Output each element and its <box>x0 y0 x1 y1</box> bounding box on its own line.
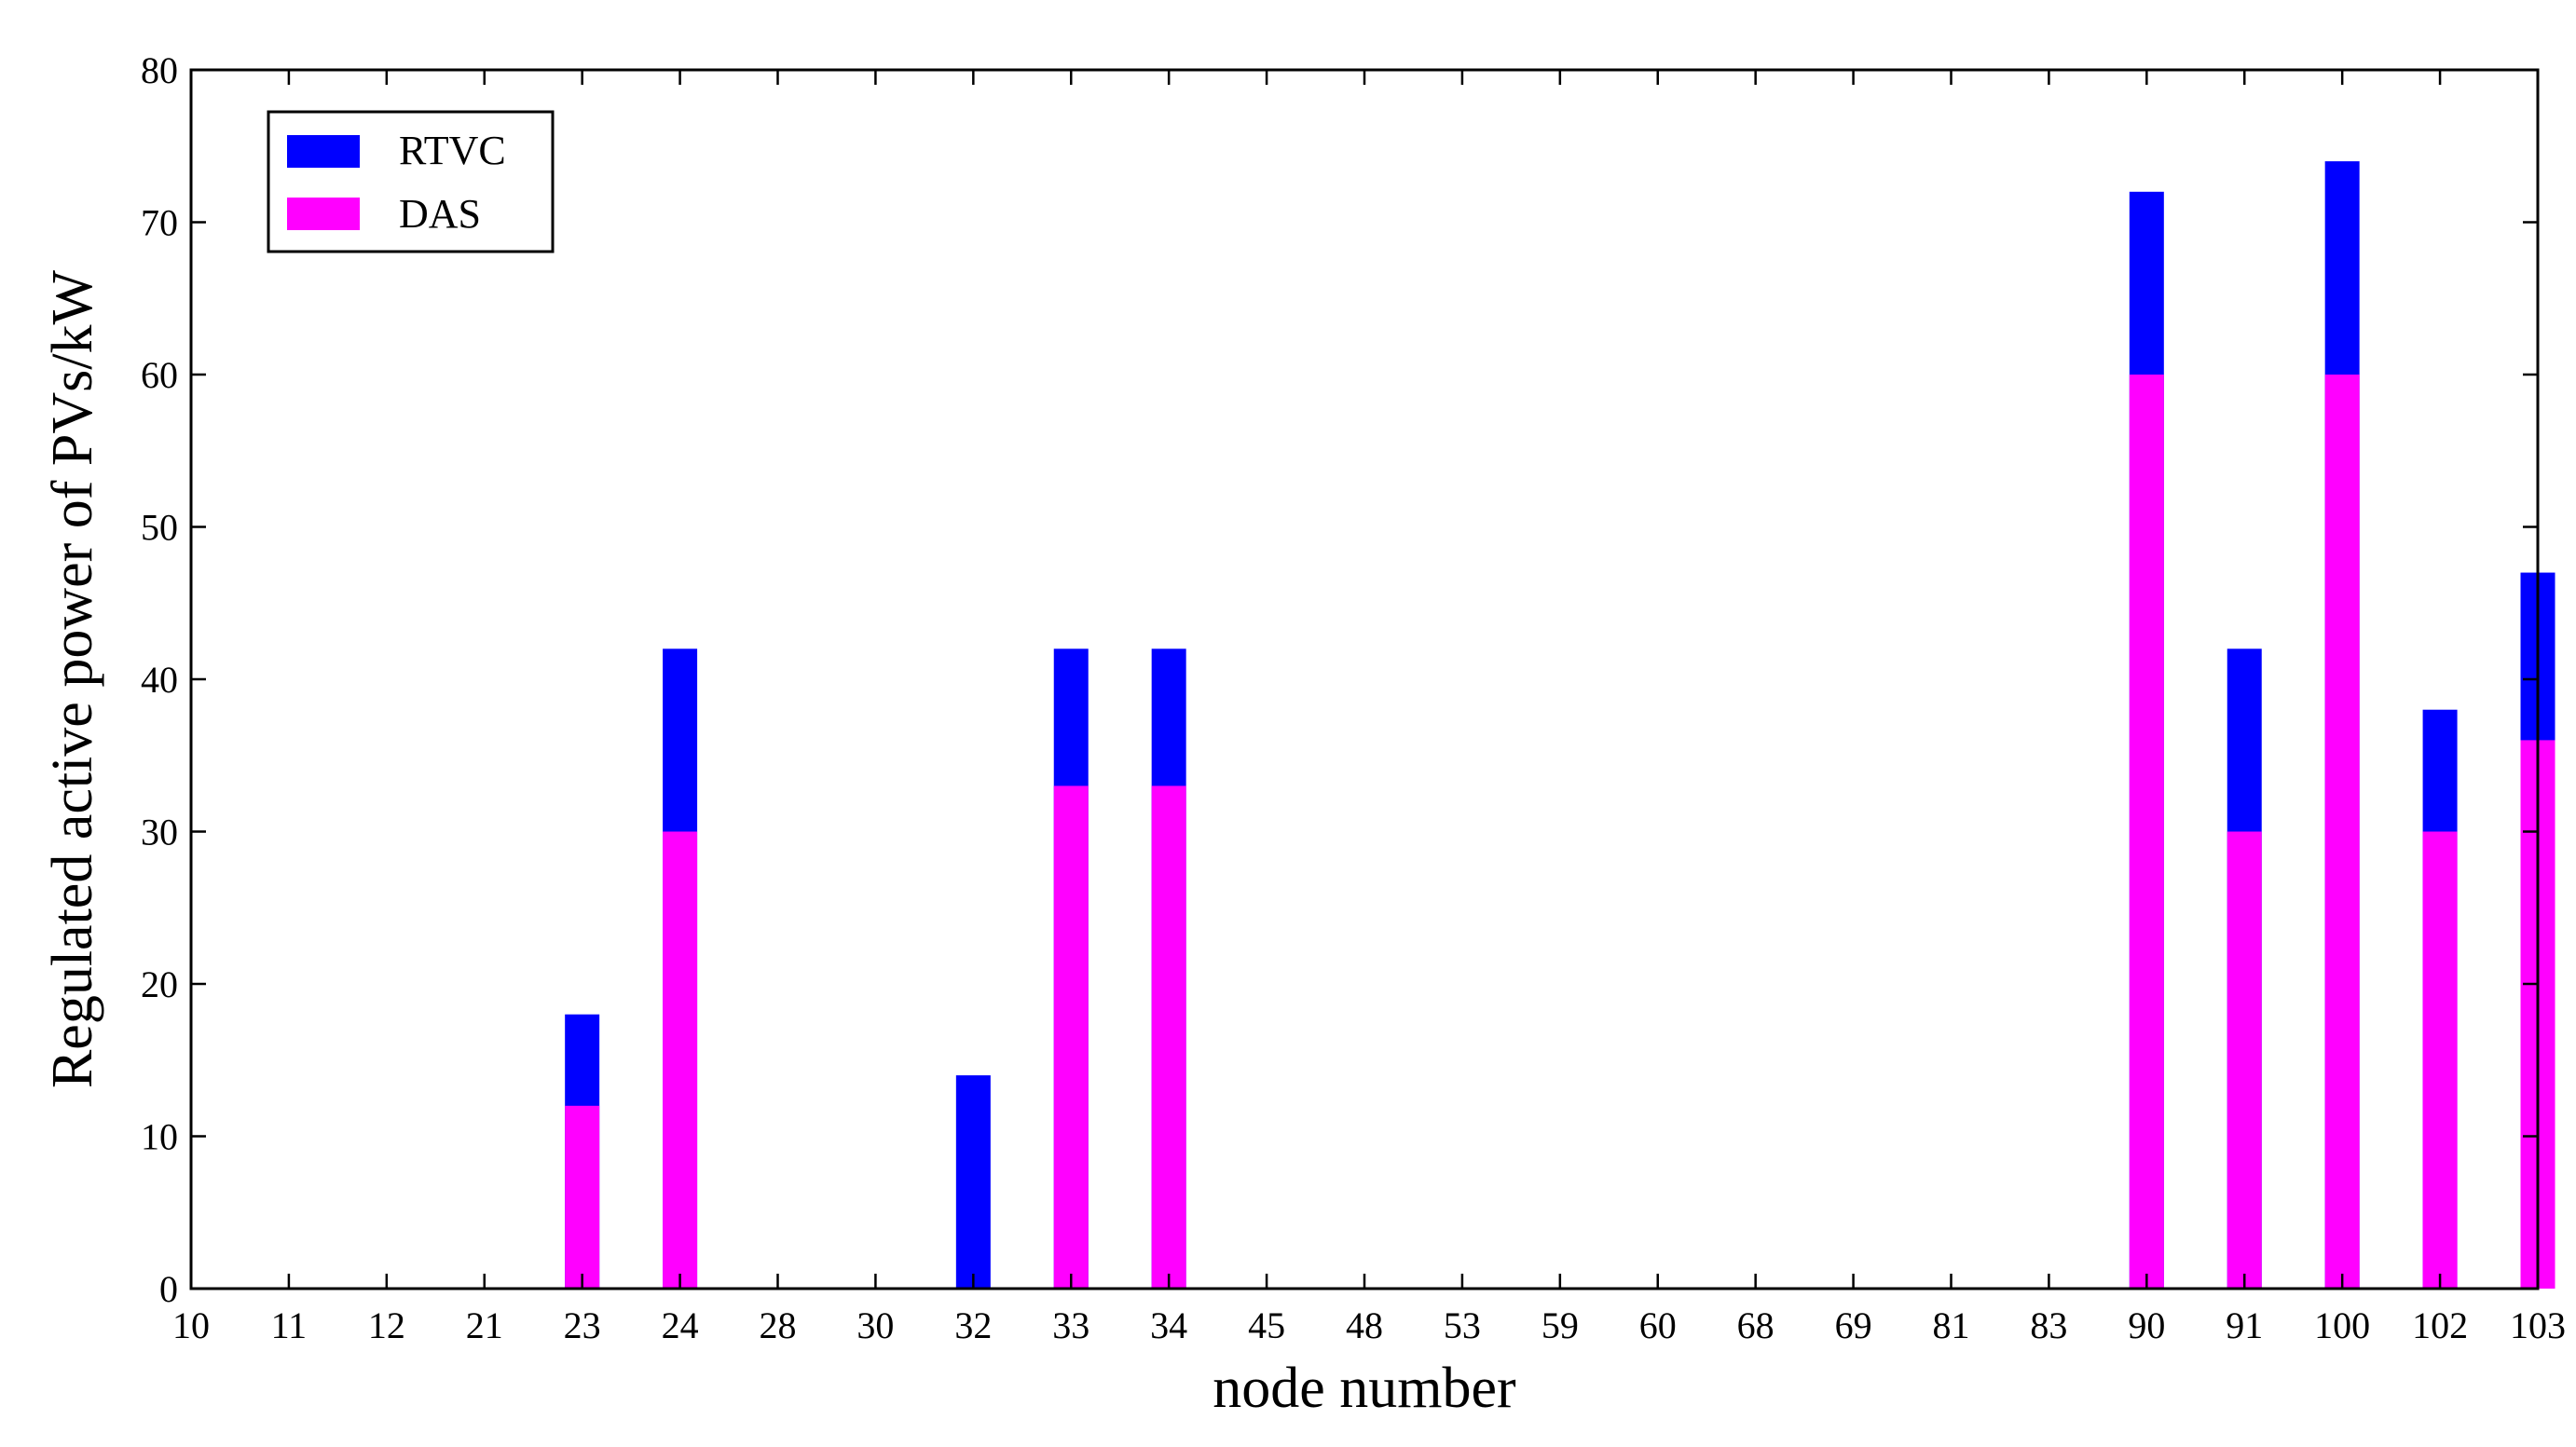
y-tick-label: 50 <box>141 507 178 549</box>
x-tick-label: 11 <box>271 1304 308 1346</box>
x-tick-label: 45 <box>1248 1304 1285 1346</box>
y-tick-label: 30 <box>141 812 178 853</box>
y-tick-label: 80 <box>141 49 178 91</box>
x-tick-label: 60 <box>1639 1304 1677 1346</box>
x-tick-label: 100 <box>2314 1304 2370 1346</box>
x-tick-label: 83 <box>2030 1304 2067 1346</box>
y-axis-title: Regulated active power of PVs/kW <box>41 269 104 1088</box>
x-axis-title: node number <box>1213 1357 1516 1420</box>
x-tick-label: 33 <box>1052 1304 1089 1346</box>
y-tick-label: 20 <box>141 963 178 1005</box>
bar-das-91 <box>2227 831 2262 1289</box>
bar-das-24 <box>663 831 698 1289</box>
y-tick-label: 60 <box>141 354 178 396</box>
bar-das-100 <box>2324 375 2360 1289</box>
x-tick-label: 102 <box>2412 1304 2468 1346</box>
y-tick-label: 40 <box>141 659 178 701</box>
bar-das-90 <box>2129 375 2164 1289</box>
x-tick-label: 81 <box>1933 1304 1970 1346</box>
legend-swatch-das <box>287 198 360 230</box>
x-tick-label: 23 <box>564 1304 601 1346</box>
legend-label-rtvc: RTVC <box>399 128 506 173</box>
x-tick-label: 28 <box>760 1304 797 1346</box>
bar-das-23 <box>565 1105 600 1289</box>
x-tick-label: 32 <box>954 1304 992 1346</box>
x-tick-label: 90 <box>2128 1304 2165 1346</box>
legend-label-das: DAS <box>399 191 481 237</box>
x-tick-label: 69 <box>1835 1304 1872 1346</box>
y-tick-label: 10 <box>141 1116 178 1158</box>
axis-ticks <box>189 68 2540 1290</box>
x-tick-label: 34 <box>1150 1304 1187 1346</box>
x-tick-label: 48 <box>1346 1304 1383 1346</box>
bar-das-34 <box>1151 785 1186 1289</box>
bar-das-33 <box>1053 785 1089 1289</box>
x-tick-label: 103 <box>2510 1304 2566 1346</box>
x-tick-label: 59 <box>1541 1304 1579 1346</box>
x-tick-label: 91 <box>2226 1304 2263 1346</box>
x-tick-label: 68 <box>1737 1304 1774 1346</box>
y-tick-label: 70 <box>141 202 178 244</box>
x-tick-label: 10 <box>172 1304 210 1346</box>
x-tick-label: 24 <box>662 1304 699 1346</box>
y-tick-labels: 0 10 20 30 40 50 60 70 80 <box>141 49 178 1310</box>
legend: RTVC DAS <box>267 110 555 253</box>
x-tick-label: 12 <box>368 1304 405 1346</box>
y-tick-label: 0 <box>159 1268 178 1310</box>
x-tick-label: 53 <box>1444 1304 1481 1346</box>
bar-rtvc-32 <box>955 1075 991 1289</box>
bar-das-102 <box>2422 831 2458 1289</box>
x-tick-labels: 10 11 12 21 23 24 28 30 32 33 34 45 48 53 59 60 68 69 81 83… <box>172 1304 2566 1346</box>
x-tick-label: 21 <box>466 1304 503 1346</box>
legend-swatch-rtvc <box>287 135 360 168</box>
x-tick-label: 30 <box>856 1304 894 1346</box>
bars-group <box>565 161 2555 1290</box>
